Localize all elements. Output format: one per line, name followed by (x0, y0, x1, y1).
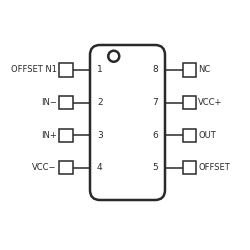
Text: IN−: IN− (41, 98, 57, 107)
Text: OFFSET N1: OFFSET N1 (11, 66, 57, 74)
Bar (182, 96, 196, 109)
Text: OUT: OUT (198, 130, 216, 140)
Text: 2: 2 (97, 98, 103, 107)
Text: 7: 7 (152, 98, 158, 107)
Text: VCC−: VCC− (32, 163, 57, 172)
Bar (59, 128, 72, 141)
Text: 8: 8 (152, 66, 158, 74)
Bar (182, 64, 196, 76)
Text: 1: 1 (97, 66, 103, 74)
Text: NC: NC (198, 66, 210, 74)
Bar (59, 96, 72, 109)
Text: VCC+: VCC+ (198, 98, 223, 107)
Bar (182, 128, 196, 141)
Text: 5: 5 (152, 163, 158, 172)
Text: 4: 4 (97, 163, 103, 172)
Bar (182, 161, 196, 174)
Text: 3: 3 (97, 130, 103, 140)
Bar (59, 161, 72, 174)
Text: IN+: IN+ (41, 130, 57, 140)
Text: OFFSET: OFFSET (198, 163, 230, 172)
FancyBboxPatch shape (90, 45, 165, 200)
Bar (59, 64, 72, 76)
Text: 6: 6 (152, 130, 158, 140)
